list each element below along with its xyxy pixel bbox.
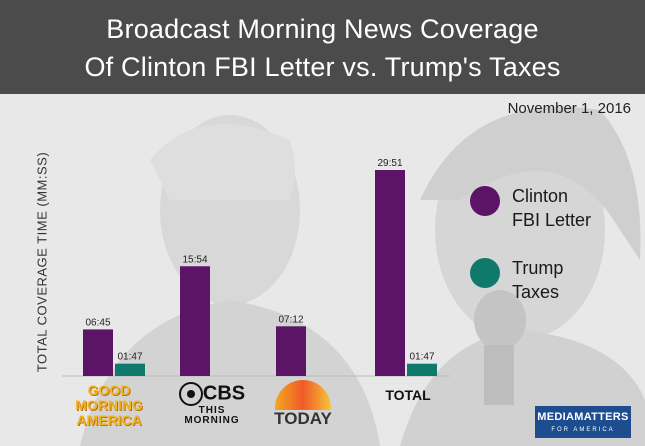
bar-clinton-2	[276, 326, 306, 376]
cbs-eye-icon	[178, 382, 203, 406]
bar-clinton-3	[375, 170, 405, 376]
data-label-clinton-1: 15:54	[182, 254, 207, 265]
data-label-trump-3: 01:47	[409, 352, 434, 363]
date-label: November 1, 2016	[507, 100, 631, 117]
today-sunrise-icon	[275, 380, 331, 410]
bar-clinton-1	[180, 266, 210, 376]
data-label-trump-0: 01:47	[117, 352, 142, 363]
gma-logo: GOOD MORNING AMERICA	[75, 382, 143, 428]
total-category-label: TOTAL	[385, 387, 431, 403]
bar-clinton-0	[83, 329, 113, 376]
chart-title-line-1: Broadcast Morning News Coverage	[106, 14, 539, 44]
cbs-logo: CBS THIS MORNING	[174, 382, 250, 426]
today-logo: TODAY	[272, 380, 334, 428]
media-matters-logo: MEDIAMATTERS FOR AMERICA	[535, 406, 631, 438]
title-bar	[0, 0, 645, 94]
chart-title-line-2: Of Clinton FBI Letter vs. Trump's Taxes	[84, 52, 561, 82]
data-label-clinton-2: 07:12	[278, 314, 303, 325]
data-label-clinton-0: 06:45	[85, 317, 110, 328]
legend-label-clinton: Clinton FBI Letter	[512, 186, 592, 230]
bar-trump-3	[407, 363, 437, 376]
bar-trump-0	[115, 363, 145, 376]
legend-label-trump: Trump Taxes	[512, 258, 564, 302]
legend-swatch-clinton	[470, 186, 500, 216]
legend-swatch-trump	[470, 258, 500, 288]
data-label-clinton-3: 29:51	[377, 158, 402, 169]
